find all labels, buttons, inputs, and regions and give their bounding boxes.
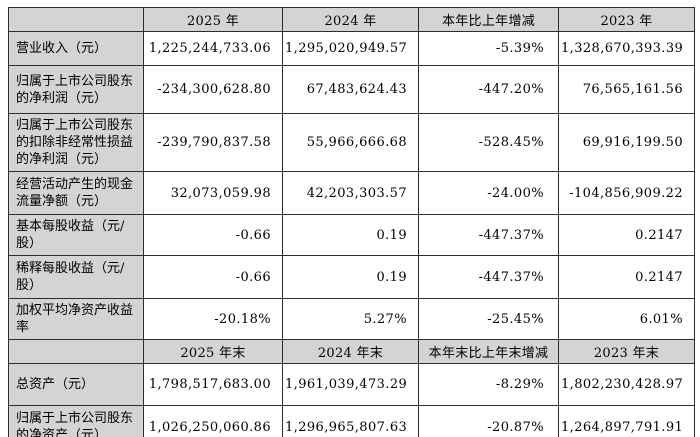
- value-cell-2024: 0.19: [282, 214, 419, 256]
- value-cell-2024: 1,296,965,807.63: [282, 405, 419, 437]
- table-row-basic-eps: 基本每股收益（元/股） -0.66 0.19 -447.37% 0.2147: [8, 214, 695, 256]
- row-label-cell: 营业收入（元）: [8, 31, 144, 66]
- row-label-cell: 归属于上市公司股东的扣除非经常性损益的净利润（元）: [8, 113, 144, 172]
- value-cell-2025: 1,798,517,683.00: [143, 363, 283, 406]
- value-cell-2025: -20.18%: [143, 298, 283, 340]
- value-cell-change: -5.39%: [418, 31, 559, 66]
- table-row-diluted-eps: 稀释每股收益（元/股） -0.66 0.19 -447.37% 0.2147: [8, 255, 695, 299]
- value-cell-change: -25.45%: [418, 298, 559, 340]
- value-cell-change: -528.45%: [418, 113, 559, 172]
- value-cell-2023: 6.01%: [558, 298, 695, 340]
- table-row-weighted-avg-roe: 加权平均净资产收益率 -20.18% 5.27% -25.45% 6.01%: [8, 298, 695, 340]
- row-label-cell: 基本每股收益（元/股）: [8, 214, 144, 256]
- value-cell-2025: 32,073,059.98: [143, 171, 283, 215]
- value-cell-change: -447.20%: [418, 65, 559, 114]
- value-cell-2023: 1,264,897,791.91: [558, 405, 695, 437]
- value-cell-change: -447.37%: [418, 255, 559, 299]
- value-cell-2023: 76,565,161.56: [558, 65, 695, 114]
- value-cell-change: -24.00%: [418, 171, 559, 215]
- period-header-row: 2025 年 2024 年 本年比上年增减 2023 年: [8, 7, 695, 32]
- row-label-cell: 稀释每股收益（元/股）: [8, 255, 144, 299]
- value-cell-2024: 5.27%: [282, 298, 419, 340]
- value-cell-2023: 1,802,230,428.97: [558, 363, 695, 406]
- value-cell-2024: 1,961,039,473.29: [282, 363, 419, 406]
- column-header-2024-end: 2024 年末: [282, 339, 419, 364]
- row-label-cell: 经营活动产生的现金流量净额（元）: [8, 171, 144, 215]
- row-label-cell: 加权平均净资产收益率: [8, 298, 144, 340]
- value-cell-change: -8.29%: [418, 363, 559, 406]
- table-row-net-assets: 归属于上市公司股东的净资产（元） 1,026,250,060.86 1,296,…: [8, 405, 695, 437]
- row-label-cell: 归属于上市公司股东的净资产（元）: [8, 405, 144, 437]
- value-cell-2025: -0.66: [143, 214, 283, 256]
- blank-corner-cell: [8, 7, 144, 32]
- value-cell-2023: 0.2147: [558, 255, 695, 299]
- value-cell-change: -447.37%: [418, 214, 559, 256]
- value-cell-2024: 67,483,624.43: [282, 65, 419, 114]
- blank-corner-cell: [8, 339, 144, 364]
- column-header-end-change: 本年末比上年末增减: [418, 339, 559, 364]
- financial-summary-table: 2025 年 2024 年 本年比上年增减 2023 年 营业收入（元） 1,2…: [8, 7, 695, 437]
- table-row-deducted-net-profit: 归属于上市公司股东的扣除非经常性损益的净利润（元） -239,790,837.5…: [8, 113, 695, 172]
- value-cell-2024: 1,295,020,949.57: [282, 31, 419, 66]
- value-cell-2024: 42,203,303.57: [282, 171, 419, 215]
- value-cell-2025: -0.66: [143, 255, 283, 299]
- period-end-header-row: 2025 年末 2024 年末 本年末比上年末增减 2023 年末: [8, 339, 695, 364]
- column-header-2023-end: 2023 年末: [558, 339, 695, 364]
- value-cell-2023: 69,916,199.50: [558, 113, 695, 172]
- value-cell-2024: 55,966,666.68: [282, 113, 419, 172]
- value-cell-2023: 0.2147: [558, 214, 695, 256]
- value-cell-2024: 0.19: [282, 255, 419, 299]
- value-cell-2025: -234,300,628.80: [143, 65, 283, 114]
- value-cell-2025: -239,790,837.58: [143, 113, 283, 172]
- row-label-cell: 归属于上市公司股东的净利润（元）: [8, 65, 144, 114]
- column-header-2025-end: 2025 年末: [143, 339, 283, 364]
- row-label-cell: 总资产（元）: [8, 363, 144, 406]
- table-row-total-assets: 总资产（元） 1,798,517,683.00 1,961,039,473.29…: [8, 363, 695, 406]
- table-row-revenue: 营业收入（元） 1,225,244,733.06 1,295,020,949.5…: [8, 31, 695, 66]
- table-row-net-profit: 归属于上市公司股东的净利润（元） -234,300,628.80 67,483,…: [8, 65, 695, 114]
- table-row-operating-cash-flow: 经营活动产生的现金流量净额（元） 32,073,059.98 42,203,30…: [8, 171, 695, 215]
- column-header-2023: 2023 年: [558, 7, 695, 32]
- value-cell-2023: 1,328,670,393.39: [558, 31, 695, 66]
- value-cell-2025: 1,026,250,060.86: [143, 405, 283, 437]
- column-header-change: 本年比上年增减: [418, 7, 559, 32]
- column-header-2025: 2025 年: [143, 7, 283, 32]
- value-cell-2023: -104,856,909.22: [558, 171, 695, 215]
- column-header-2024: 2024 年: [282, 7, 419, 32]
- value-cell-change: -20.87%: [418, 405, 559, 437]
- value-cell-2025: 1,225,244,733.06: [143, 31, 283, 66]
